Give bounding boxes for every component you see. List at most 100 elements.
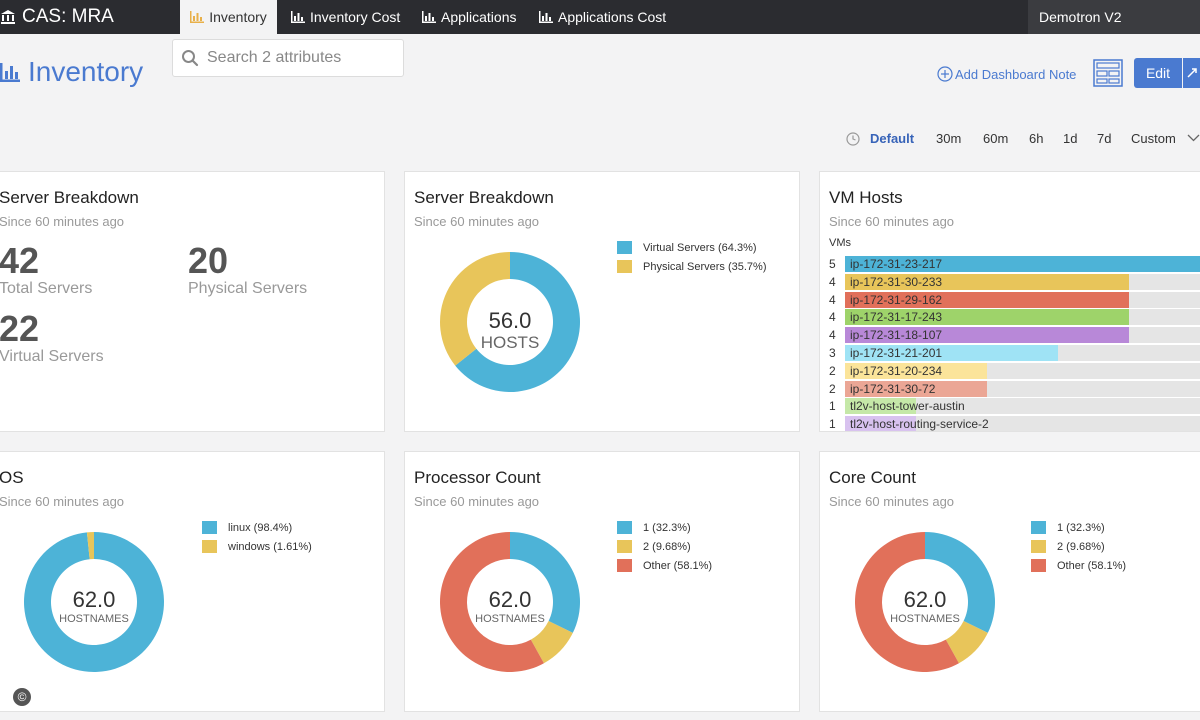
donut-slice-1[interactable] [925,532,995,633]
tab-applications[interactable]: Applications [422,0,517,34]
vm-host-name: ip-172-31-30-72 [850,381,936,396]
card-subtitle: Since 60 minutes ago [414,214,540,229]
donut-center-label: HOSTNAMES [59,613,129,625]
donut-slice-virtual-servers[interactable] [455,252,580,392]
legend-item[interactable]: Other (58.1%) [617,556,712,575]
account-switcher[interactable]: Demotron V2 [1028,0,1200,34]
donut-slice-1[interactable] [510,532,580,633]
donut-slice-2[interactable] [945,620,988,664]
time-60m[interactable]: 60m [983,131,1009,146]
card-title: Server Breakdown [0,188,139,207]
plus-circle-icon [937,66,953,82]
vm-host-name: ip-172-31-21-201 [850,346,943,360]
vm-bar-track: ip-172-31-30-233 [845,273,1200,290]
clock-icon [846,132,860,146]
vm-host-row[interactable]: 4 ip-172-31-30-233 [820,273,1200,290]
donut-center-label: HOSTNAMES [475,613,545,625]
time-30m[interactable]: 30m [936,131,962,146]
donut-slice-windows[interactable] [86,532,94,560]
card-title: Server Breakdown [414,188,554,207]
time-1d[interactable]: 1d [1063,131,1078,146]
bar-chart-icon [0,62,20,82]
legend-item[interactable]: linux (98.4%) [202,518,312,537]
top-nav-bar: CAS: MRA Inventory Inventory Cost Applic… [0,0,1200,34]
card-subtitle: Since 60 minutes ago [829,494,955,509]
vm-host-row[interactable]: 4 ip-172-31-17-243 [820,309,1200,326]
time-custom[interactable]: Custom [1131,131,1176,146]
vm-host-row[interactable]: 5 ip-172-31-23-217 [820,256,1200,272]
legend-item[interactable]: 2 (9.68%) [617,537,712,556]
donut-center-label: HOSTS [481,333,540,352]
donut-slice-2[interactable] [530,620,573,664]
vm-host-row[interactable]: 3 ip-172-31-21-201 [820,345,1200,361]
legend-item[interactable]: 1 (32.3%) [1031,518,1126,537]
vm-bar [845,291,1129,308]
add-dashboard-note-button[interactable]: Add Dashboard Note [937,66,1076,82]
legend-item[interactable]: windows (1.61%) [202,537,312,556]
vm-host-name: tl2v-host-routing-service-2 [850,417,989,432]
search-input[interactable] [205,48,399,68]
vm-bar-track: ip-172-31-30-72 [845,380,1200,397]
os-card: OS Since 60 minutes ago 62.0 HOSTNAMES l… [0,451,385,712]
legend-item[interactable]: 1 (32.3%) [617,518,712,537]
vm-column-header: VMs [829,237,851,249]
vm-bar [845,398,916,415]
legend-swatch [617,521,632,534]
vm-host-row[interactable]: 1 tl2v-host-tower-austin [820,398,1200,415]
bar-chart-icon [190,11,205,23]
tab-inventory-cost-label: Inventory Cost [310,9,401,25]
server-breakdown-donut: 56.0 HOSTS [440,252,580,392]
vm-count: 4 [829,274,836,289]
vm-count: 4 [829,310,836,325]
dashboard-layout-button[interactable] [1093,59,1123,87]
vm-host-row[interactable]: 2 ip-172-31-30-72 [820,380,1200,397]
search-box[interactable] [172,39,404,77]
legend-label: Virtual Servers (64.3%) [643,241,757,254]
chart-legend: Virtual Servers (64.3%) Physical Servers… [617,238,767,276]
bar-chart-icon [422,11,436,23]
vm-bar-track: ip-172-31-29-162 [845,291,1200,308]
vm-host-row[interactable]: 4 ip-172-31-18-107 [820,327,1200,344]
vm-host-name: ip-172-31-17-243 [850,310,943,325]
bar-chart-icon [539,11,553,23]
legend-swatch [1031,521,1046,534]
card-subtitle: Since 60 minutes ago [0,214,125,229]
app-brand[interactable]: CAS: MRA [0,0,114,34]
vm-host-name: ip-172-31-30-233 [850,274,943,289]
edit-button[interactable]: Edit [1134,58,1182,88]
vm-bar-track: ip-172-31-23-217 [845,256,1200,272]
vm-bar [845,256,1200,272]
vm-host-row[interactable]: 2 ip-172-31-20-234 [820,362,1200,379]
legend-swatch [1031,540,1046,553]
vm-bar [845,273,1129,290]
vm-bar [845,345,1058,361]
legend-label: linux (98.4%) [228,521,293,534]
time-7d[interactable]: 7d [1097,131,1112,146]
tab-inventory[interactable]: Inventory [180,0,277,34]
card-subtitle: Since 60 minutes ago [829,214,955,229]
vm-count: 1 [829,399,836,414]
time-6h[interactable]: 6h [1029,131,1044,146]
legend-swatch [617,260,632,273]
vm-count: 4 [829,328,836,343]
vm-host-row[interactable]: 1 tl2v-host-routing-service-2 [820,416,1200,432]
legend-item[interactable]: Physical Servers (35.7%) [617,257,767,276]
legend-item[interactable]: Virtual Servers (64.3%) [617,238,767,257]
donut-slice-physical-servers[interactable] [440,252,510,366]
legend-label: windows (1.61%) [228,540,312,553]
vm-host-row[interactable]: 4 ip-172-31-29-162 [820,291,1200,308]
tab-applications-cost[interactable]: Applications Cost [539,0,666,34]
time-default[interactable]: Default [870,131,915,146]
tab-inventory-cost[interactable]: Inventory Cost [291,0,400,34]
legend-swatch [202,521,217,534]
fullscreen-button[interactable] [1183,58,1200,88]
legend-label: Physical Servers (35.7%) [643,260,767,273]
donut-slice-linux[interactable] [24,532,164,672]
legend-item[interactable]: 2 (9.68%) [1031,537,1126,556]
chevron-down-icon[interactable] [1187,134,1200,142]
donut-slice-other[interactable] [440,532,544,672]
legend-label: 2 (9.68%) [643,540,691,553]
donut-center-value: 62.0 [73,587,116,612]
donut-slice-other[interactable] [855,532,959,672]
legend-item[interactable]: Other (58.1%) [1031,556,1126,575]
